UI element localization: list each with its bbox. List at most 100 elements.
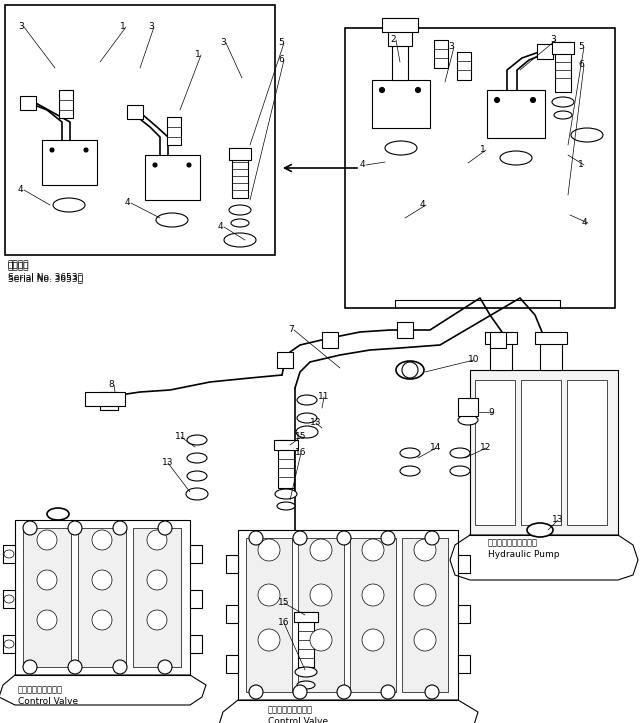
Bar (457, 52, 471, 80)
Ellipse shape (396, 361, 424, 379)
Bar (485, 332, 517, 344)
Text: 6: 6 (278, 55, 284, 64)
Ellipse shape (4, 595, 14, 603)
Text: 6: 6 (578, 60, 584, 69)
Circle shape (258, 629, 280, 651)
Circle shape (68, 521, 82, 535)
Ellipse shape (571, 128, 603, 142)
Bar (3, 635, 15, 653)
Bar (540, 340, 562, 370)
Ellipse shape (231, 219, 249, 227)
Text: 5: 5 (578, 42, 584, 51)
Bar (434, 40, 448, 68)
Bar (458, 605, 470, 623)
Text: 10: 10 (468, 355, 480, 364)
Bar (3, 545, 15, 563)
Bar (100, 392, 118, 410)
Circle shape (381, 685, 395, 699)
Circle shape (92, 570, 112, 590)
Text: 5: 5 (278, 38, 284, 47)
Bar (3, 590, 15, 608)
Text: 13: 13 (162, 458, 173, 467)
Bar (229, 148, 251, 160)
Bar (59, 90, 73, 118)
Text: 3: 3 (550, 35, 556, 44)
Ellipse shape (187, 453, 207, 463)
Circle shape (158, 660, 172, 674)
Circle shape (425, 685, 439, 699)
Ellipse shape (297, 413, 317, 423)
Circle shape (50, 148, 54, 152)
Bar (298, 538, 344, 692)
Ellipse shape (450, 466, 470, 476)
Text: 4: 4 (420, 200, 426, 209)
Circle shape (425, 531, 439, 545)
Circle shape (362, 584, 384, 606)
Text: Serial No. 3653～: Serial No. 3653～ (8, 274, 83, 283)
Circle shape (337, 685, 351, 699)
Bar (388, 30, 412, 46)
Circle shape (293, 531, 307, 545)
Bar (190, 545, 202, 563)
Circle shape (249, 531, 263, 545)
Bar (42, 140, 97, 185)
Circle shape (381, 531, 395, 545)
Ellipse shape (400, 466, 420, 476)
Bar (392, 45, 408, 80)
Circle shape (258, 584, 280, 606)
Bar (458, 398, 478, 416)
Bar (278, 440, 294, 488)
Circle shape (113, 521, 127, 535)
Circle shape (23, 521, 37, 535)
Ellipse shape (47, 508, 69, 520)
Bar (167, 117, 181, 145)
Text: 16: 16 (295, 448, 306, 457)
Ellipse shape (552, 97, 574, 107)
Ellipse shape (4, 640, 14, 648)
Circle shape (310, 629, 332, 651)
Circle shape (258, 539, 280, 561)
Ellipse shape (187, 471, 207, 481)
Ellipse shape (458, 415, 478, 425)
Circle shape (23, 660, 37, 674)
Bar (232, 148, 248, 198)
Circle shape (84, 148, 88, 152)
Bar (127, 105, 143, 119)
Bar (294, 612, 318, 622)
Text: 1: 1 (120, 22, 126, 31)
Bar (402, 538, 448, 692)
Text: 14: 14 (430, 443, 442, 452)
Text: 16: 16 (278, 618, 290, 627)
Text: 8: 8 (108, 380, 114, 389)
Bar (20, 96, 36, 110)
Text: 4: 4 (218, 222, 223, 231)
Bar (298, 612, 314, 667)
Text: コントロールバルブ: コントロールバルブ (18, 685, 63, 694)
Ellipse shape (4, 550, 14, 558)
Bar (535, 332, 567, 344)
Circle shape (158, 521, 172, 535)
Text: Control Valve: Control Valve (268, 717, 328, 723)
Text: 適用号機: 適用号機 (8, 260, 30, 269)
Ellipse shape (297, 681, 315, 689)
Circle shape (402, 362, 418, 378)
Bar (555, 42, 571, 92)
Bar (190, 635, 202, 653)
Circle shape (113, 660, 127, 674)
Circle shape (362, 629, 384, 651)
Bar (490, 332, 506, 348)
Text: 4: 4 (18, 185, 24, 194)
Circle shape (187, 163, 191, 167)
Ellipse shape (224, 233, 256, 247)
Text: 3: 3 (448, 42, 454, 51)
Circle shape (147, 570, 167, 590)
Circle shape (530, 98, 535, 103)
Text: 4: 4 (360, 160, 366, 169)
Bar (350, 538, 396, 692)
Bar (521, 380, 561, 525)
Text: コントロールバルブ: コントロールバルブ (268, 705, 313, 714)
Text: 9: 9 (488, 408, 494, 417)
Circle shape (310, 539, 332, 561)
Text: 15: 15 (278, 598, 290, 607)
Bar (322, 332, 338, 348)
